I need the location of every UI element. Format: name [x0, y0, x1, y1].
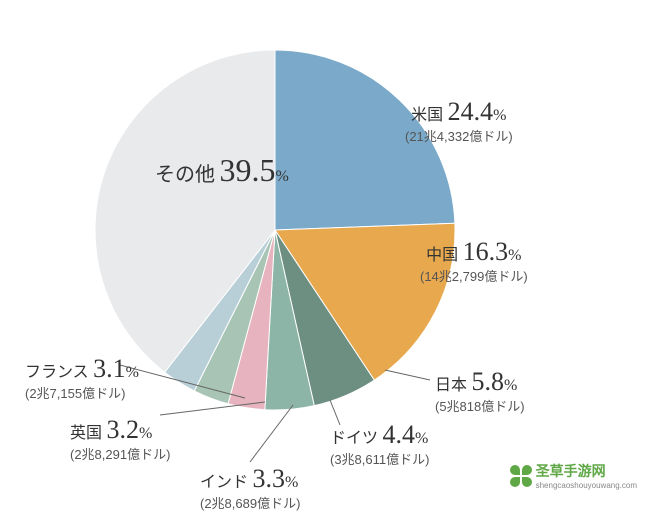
slice-detail: (3兆8,611億ドル): [330, 452, 429, 469]
slice-percent: 3.1: [93, 354, 126, 383]
slice-name: インド: [200, 474, 248, 491]
slice-percent: 24.4: [448, 97, 494, 126]
slice-label: 日本 5.8% (5兆818億ドル): [435, 365, 525, 416]
watermark: 圣草手游网 shengcaoshouyouwang.com: [510, 461, 637, 490]
slice-name: 英国: [70, 425, 102, 442]
slice-percent: 3.3: [252, 464, 285, 493]
percent-symbol: %: [415, 430, 428, 447]
pie-chart: 米国 24.4% (21兆4,332億ドル) 中国 16.3% (14兆2,799億ド…: [0, 0, 647, 500]
slice-label: ドイツ 4.4% (3兆8,611億ドル): [330, 418, 429, 469]
callout-line: [385, 370, 430, 380]
percent-symbol: %: [504, 377, 517, 394]
slice-name: ドイツ: [330, 430, 378, 447]
slice-detail: (14兆2,799億ドル): [420, 269, 528, 286]
watermark-text: 圣草手游网: [536, 461, 637, 481]
slice-detail: (2兆7,155億ドル): [25, 386, 139, 403]
slice-label: 米国 24.4% (21兆4,332億ドル): [405, 95, 513, 146]
slice-percent: 16.3: [463, 237, 509, 266]
percent-symbol: %: [508, 247, 521, 264]
slice-name: フランス: [25, 364, 89, 381]
slice-percent: 5.8: [471, 367, 504, 396]
slice-percent: 39.5: [219, 152, 275, 188]
percent-symbol: %: [275, 168, 288, 185]
slice-detail: (2兆8,291億ドル): [70, 447, 170, 464]
percent-symbol: %: [493, 107, 506, 124]
slice-detail: (5兆818億ドル): [435, 399, 525, 416]
clover-icon: [510, 465, 532, 487]
slice-detail: (2兆8,689億ドル): [200, 496, 300, 513]
slice-label: インド 3.3% (2兆8,689億ドル): [200, 462, 300, 513]
percent-symbol: %: [285, 474, 298, 491]
percent-symbol: %: [139, 425, 152, 442]
slice-label: 中国 16.3% (14兆2,799億ドル): [420, 235, 528, 286]
callout-line: [250, 405, 293, 462]
slice-percent: 3.2: [106, 415, 139, 444]
slice-name: 米国: [411, 107, 443, 124]
slice-label: その他 39.5%: [155, 150, 289, 192]
slice-name: その他: [155, 164, 215, 186]
slice-percent: 4.4: [382, 420, 415, 449]
slice-detail: (21兆4,332億ドル): [405, 129, 513, 146]
slice-name: 中国: [426, 247, 458, 264]
slice-label: フランス 3.1% (2兆7,155億ドル): [25, 352, 139, 403]
slice-name: 日本: [435, 377, 467, 394]
watermark-sub: shengcaoshouyouwang.com: [536, 481, 637, 490]
slice-label: 英国 3.2% (2兆8,291億ドル): [70, 413, 170, 464]
percent-symbol: %: [126, 364, 139, 381]
